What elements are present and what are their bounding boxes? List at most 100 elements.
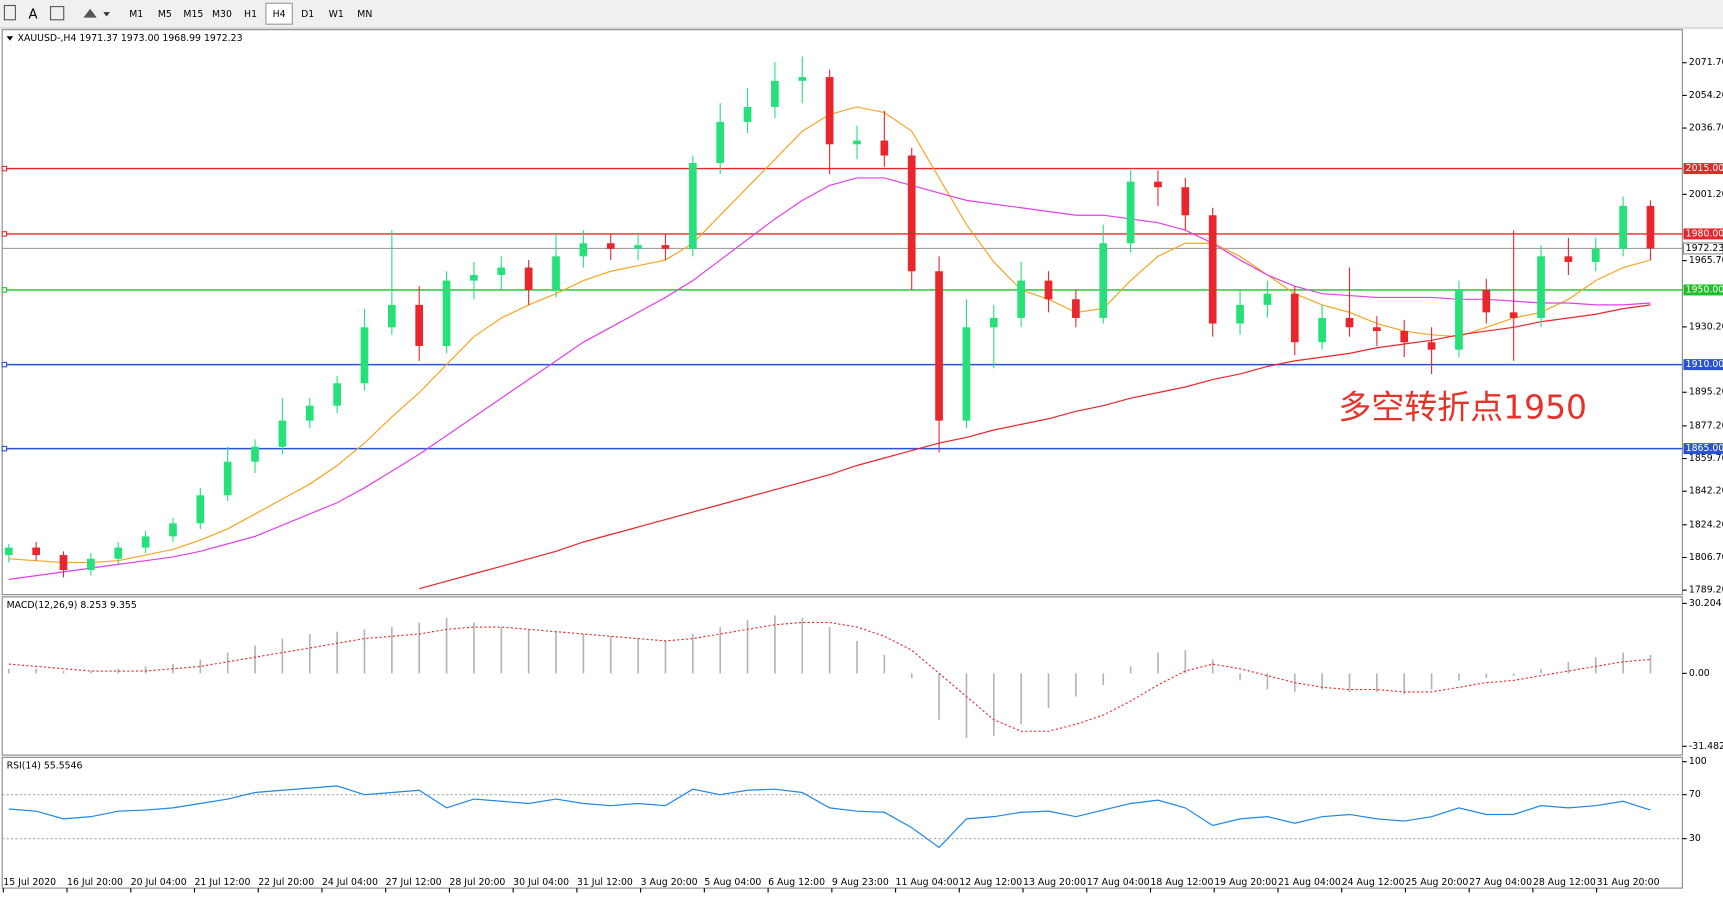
y-tick-label: 2036.70	[1689, 123, 1723, 134]
candle-body	[524, 267, 533, 290]
macd-title: MACD(12,26,9) 8.253 9.355	[7, 600, 137, 611]
candle-body	[962, 327, 971, 421]
y-tick-label: 1930.20	[1689, 321, 1723, 332]
rsi-panel	[1, 756, 1683, 889]
y-tick-label: 1824.20	[1689, 519, 1723, 530]
y-tick-label: 1965.70	[1689, 255, 1723, 266]
dropdown[interactable]	[103, 12, 110, 17]
candle-body	[1427, 342, 1436, 350]
candle-body	[798, 77, 807, 81]
candle-body	[935, 271, 943, 421]
candle-body	[1591, 248, 1600, 262]
x-tick-label: 30 Jul 04:00	[513, 877, 569, 888]
level-tag	[1683, 163, 1723, 175]
x-tick-label: 19 Aug 20:00	[1214, 877, 1277, 888]
candle-body	[1208, 215, 1217, 324]
candle-body	[606, 243, 615, 249]
x-tick-label: 21 Jul 12:00	[194, 877, 250, 888]
line-tool[interactable]	[3, 4, 16, 21]
x-tick-label: 17 Aug 04:00	[1087, 877, 1150, 888]
y-tick-label: 2071.70	[1689, 57, 1723, 68]
x-tick-label: 28 Jul 20:00	[449, 877, 505, 888]
level-handle[interactable]	[1, 287, 8, 293]
timeframe-button[interactable]: M1	[129, 9, 143, 20]
price-panel	[1, 29, 1683, 596]
candle-body	[415, 304, 424, 346]
candle-body	[825, 77, 834, 145]
level-tag-label: 1910.00	[1686, 359, 1723, 370]
timeframe-button[interactable]: H1	[244, 9, 257, 20]
x-tick-label: 11 Aug 04:00	[896, 877, 959, 888]
candle-body	[1455, 289, 1463, 350]
collapse-arrow[interactable]	[6, 36, 14, 41]
candle-body	[661, 245, 670, 249]
toolbar	[0, 0, 1723, 29]
label-tool[interactable]	[49, 6, 65, 21]
candle-body	[771, 80, 779, 107]
chart-title: XAUUSD-,H4 1971.37 1973.00 1968.99 1972.…	[18, 33, 243, 44]
timeframe-button[interactable]: M5	[158, 9, 172, 20]
x-tick-label: 20 Jul 04:00	[131, 877, 187, 888]
timeframe-button[interactable]: H4	[273, 9, 286, 20]
timeframe-button[interactable]: M30	[212, 9, 232, 20]
candle-body	[1482, 289, 1491, 313]
candle-body	[853, 140, 861, 145]
candle-body	[169, 523, 177, 537]
level-handle[interactable]	[1, 165, 8, 172]
candle-body	[278, 420, 287, 447]
arrow-tool[interactable]	[83, 8, 97, 18]
candle-body	[1619, 205, 1627, 249]
candle-body	[360, 327, 369, 384]
y-tick-label: 100	[1689, 756, 1707, 767]
candle-body	[1181, 187, 1190, 216]
candle-body	[743, 106, 752, 122]
level-handle[interactable]	[1, 361, 8, 368]
candle-body	[1017, 280, 1026, 318]
candle-body	[1099, 243, 1108, 318]
candle-body	[333, 383, 341, 406]
timeframe-button[interactable]: M15	[183, 9, 203, 20]
candle-body	[989, 317, 998, 328]
level-tag	[1683, 228, 1723, 240]
moving-average	[419, 304, 1651, 590]
y-tick-label: 1789.20	[1689, 585, 1723, 596]
x-tick-label: 27 Jul 12:00	[386, 877, 442, 888]
candle-body	[1236, 304, 1244, 324]
x-tick-label: 25 Aug 20:00	[1405, 877, 1468, 888]
y-tick-label: 70	[1689, 789, 1701, 800]
rsi-line	[8, 785, 1651, 849]
timeframe-button[interactable]: D1	[301, 9, 314, 20]
timeframe-button[interactable]: MN	[357, 9, 372, 20]
candle-body	[1509, 312, 1518, 318]
text-tool-icon[interactable]: A	[29, 7, 38, 22]
level-tag-label: 1950.00	[1686, 284, 1723, 295]
candle-body	[1072, 299, 1080, 318]
last-price-label: 1972.23	[1686, 243, 1723, 254]
level-tag-label: 1980.00	[1686, 228, 1723, 239]
x-tick-label: 31 Aug 20:00	[1597, 877, 1660, 888]
x-tick-label: 15 Jul 2020	[3, 877, 56, 888]
candle-body	[4, 547, 13, 556]
level-tag-label: 1865.00	[1686, 443, 1723, 454]
candle-body	[59, 555, 68, 570]
level-handle[interactable]	[1, 231, 8, 237]
x-tick-label: 21 Aug 04:00	[1278, 877, 1341, 888]
x-tick-label: 12 Aug 12:00	[959, 877, 1022, 888]
candle-body	[1044, 280, 1053, 300]
x-tick-label: 13 Aug 20:00	[1023, 877, 1086, 888]
candle-body	[442, 280, 451, 346]
level-handle[interactable]	[1, 445, 8, 452]
candle-body	[1373, 327, 1381, 332]
y-tick-label: 1842.20	[1689, 486, 1723, 497]
timeframe-button[interactable]: W1	[329, 9, 344, 20]
y-tick-label: 30.204	[1689, 598, 1722, 609]
candle-body	[251, 446, 259, 462]
y-tick-label: 2054.20	[1689, 90, 1723, 101]
candle-body	[223, 461, 232, 496]
candle-body	[470, 275, 478, 281]
x-tick-label: 24 Jul 04:00	[322, 877, 378, 888]
level-tag-label: 2015.00	[1686, 163, 1723, 174]
candle-body	[114, 547, 123, 559]
y-tick-label: 1877.20	[1689, 420, 1723, 431]
